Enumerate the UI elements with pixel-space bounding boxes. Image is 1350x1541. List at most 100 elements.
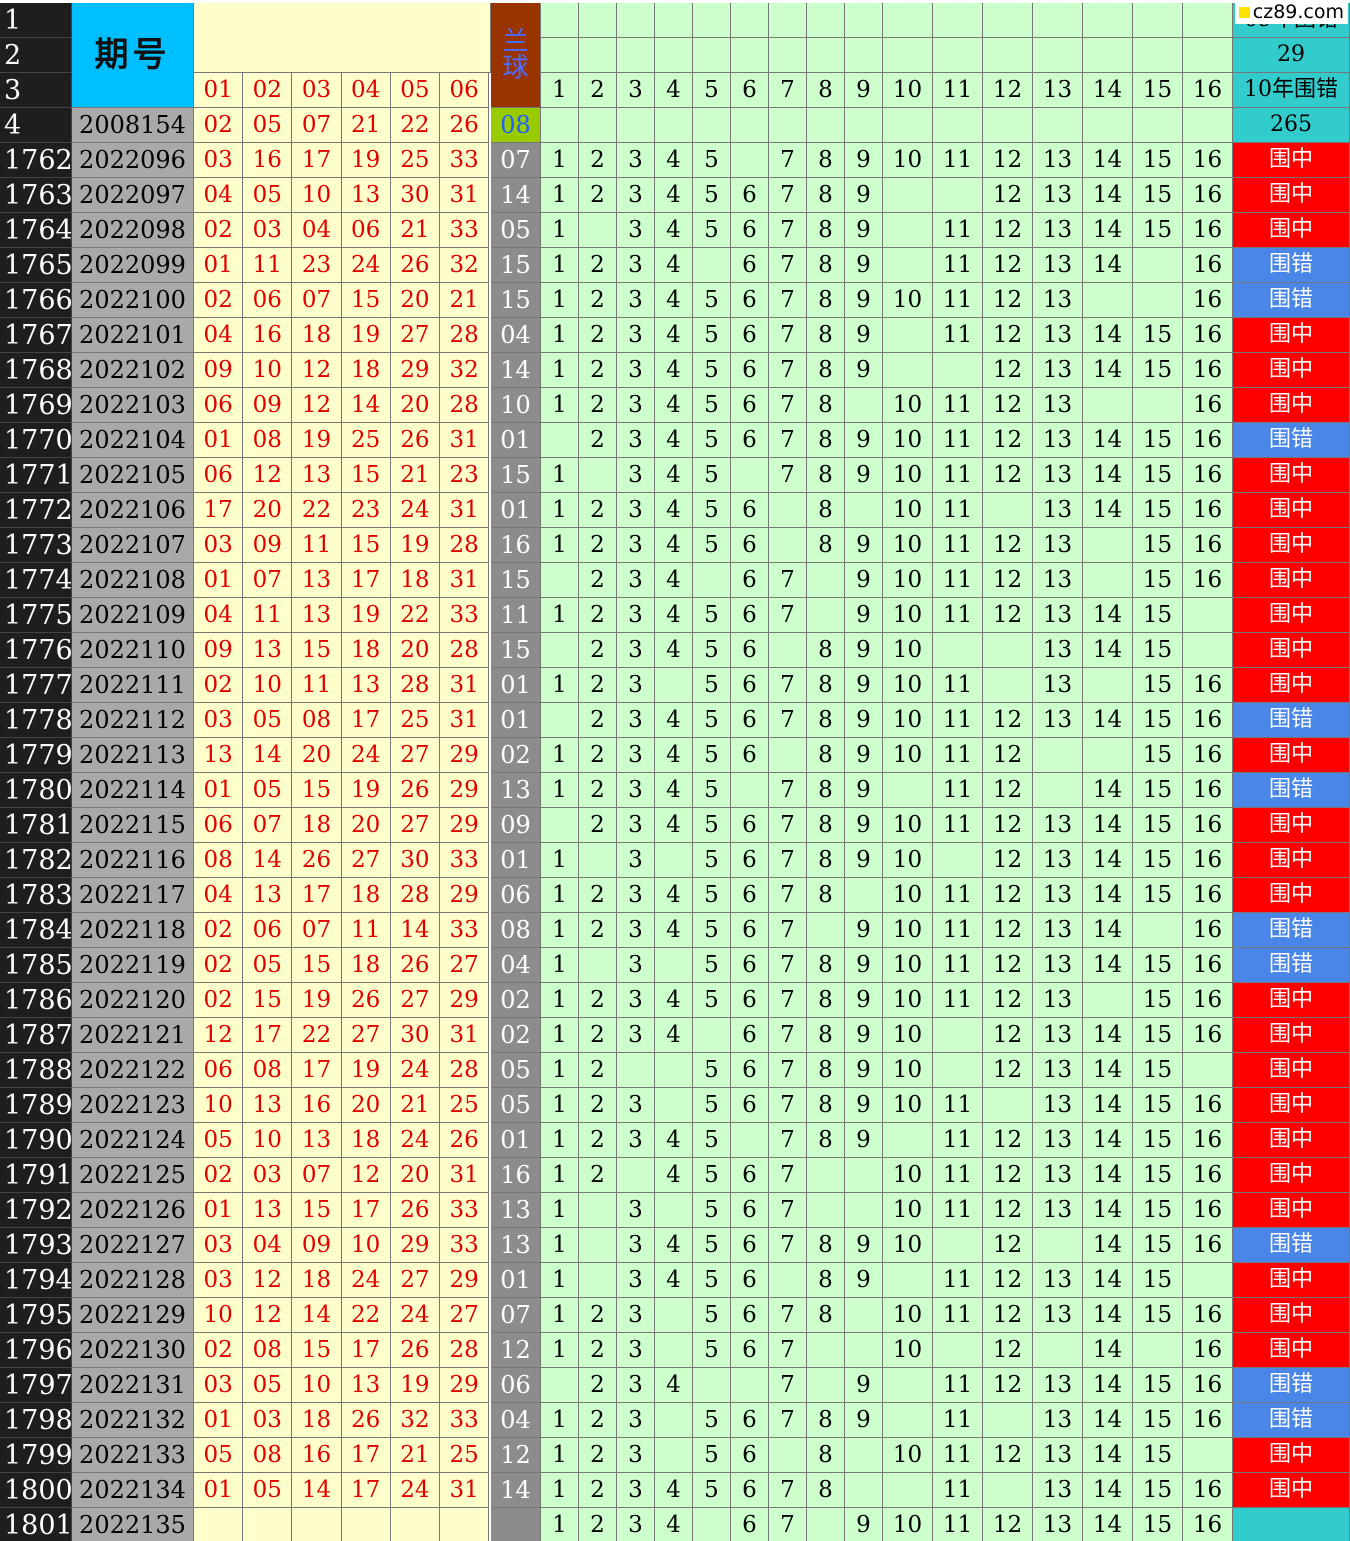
blue-candidate-cell[interactable]: 4 [655, 913, 693, 948]
red-ball-cell[interactable]: 17 [341, 1473, 391, 1508]
period-cell[interactable]: 2022114 [72, 773, 194, 808]
row-header[interactable]: 1782 [0, 843, 72, 878]
red-ball-cell[interactable]: 26 [292, 843, 342, 878]
blue-candidate-cell[interactable]: 3 [617, 283, 655, 318]
blue-candidate-cell[interactable] [579, 1263, 617, 1298]
green-col-label[interactable]: 11 [933, 73, 983, 108]
blue-candidate-cell[interactable]: 4 [655, 633, 693, 668]
blue-candidate-cell[interactable]: 2 [579, 1298, 617, 1333]
row-header[interactable]: 1774 [0, 563, 72, 598]
blue-candidate-cell[interactable]: 10 [883, 738, 933, 773]
blue-candidate-cell[interactable]: 14 [1083, 1403, 1133, 1438]
red-ball-cell[interactable]: 27 [390, 318, 440, 353]
blue-candidate-cell[interactable]: 3 [617, 423, 655, 458]
blue-ball-cell[interactable]: 15 [491, 248, 541, 283]
blue-candidate-cell[interactable] [1083, 283, 1133, 318]
blue-candidate-cell[interactable]: 5 [693, 528, 731, 563]
row-header[interactable]: 1776 [0, 633, 72, 668]
blue-candidate-cell[interactable]: 3 [617, 913, 655, 948]
red-ball-cell[interactable]: 05 [194, 1438, 244, 1473]
blue-candidate-cell[interactable]: 9 [845, 668, 883, 703]
red-ball-cell[interactable]: 15 [341, 283, 391, 318]
red-ball-cell[interactable]: 05 [243, 703, 293, 738]
result-hit[interactable]: 围中 [1233, 1298, 1350, 1333]
blue-candidate-cell[interactable] [845, 1298, 883, 1333]
red-ball-cell[interactable]: 03 [194, 1228, 244, 1263]
blue-candidate-cell[interactable]: 5 [693, 1228, 731, 1263]
green-cell[interactable] [1183, 108, 1233, 143]
blue-candidate-cell[interactable]: 11 [933, 248, 983, 283]
period-cell[interactable]: 2022107 [72, 528, 194, 563]
blue-candidate-cell[interactable]: 8 [807, 1473, 845, 1508]
blue-candidate-cell[interactable] [655, 1193, 693, 1228]
red-ball-cell[interactable]: 26 [341, 983, 391, 1018]
blue-candidate-cell[interactable]: 2 [579, 1403, 617, 1438]
blue-candidate-cell[interactable]: 5 [693, 458, 731, 493]
red-ball-cell[interactable]: 10 [194, 1298, 244, 1333]
period-cell[interactable]: 2022116 [72, 843, 194, 878]
red-ball-cell[interactable]: 33 [440, 913, 490, 948]
blue-candidate-cell[interactable]: 2 [579, 1088, 617, 1123]
blue-candidate-cell[interactable]: 10 [883, 1088, 933, 1123]
blue-candidate-cell[interactable]: 1 [541, 1263, 579, 1298]
green-col-label[interactable]: 1 [541, 73, 579, 108]
red-ball-cell[interactable] [341, 1508, 391, 1541]
red-ball-cell[interactable]: 04 [243, 1228, 293, 1263]
blue-candidate-cell[interactable]: 7 [769, 458, 807, 493]
blue-candidate-cell[interactable] [769, 1263, 807, 1298]
red-ball-cell[interactable]: 12 [194, 1018, 244, 1053]
blue-candidate-cell[interactable]: 3 [617, 248, 655, 283]
blue-candidate-cell[interactable]: 4 [655, 1158, 693, 1193]
blue-candidate-cell[interactable]: 5 [693, 773, 731, 808]
blue-candidate-cell[interactable]: 2 [579, 1473, 617, 1508]
blue-candidate-cell[interactable]: 13 [1033, 703, 1083, 738]
red-ball-cell[interactable]: 07 [292, 1158, 342, 1193]
blue-candidate-cell[interactable]: 8 [807, 808, 845, 843]
blue-candidate-cell[interactable]: 2 [579, 983, 617, 1018]
blue-candidate-cell[interactable]: 14 [1083, 458, 1133, 493]
green-cell[interactable] [983, 108, 1033, 143]
red-ball-cell[interactable]: 17 [341, 1438, 391, 1473]
red-ball-cell[interactable]: 20 [292, 738, 342, 773]
red-ball-cell[interactable]: 07 [243, 563, 293, 598]
row-header[interactable]: 3 [0, 73, 72, 108]
red-ball-cell[interactable]: 12 [292, 353, 342, 388]
red-ball-cell[interactable]: 33 [440, 1403, 490, 1438]
green-cell[interactable] [1033, 108, 1083, 143]
red-ball-cell[interactable]: 13 [341, 178, 391, 213]
green-cell[interactable] [693, 108, 731, 143]
blue-ball-cell[interactable]: 01 [491, 1123, 541, 1158]
blue-candidate-cell[interactable]: 16 [1183, 668, 1233, 703]
red-ball-cell[interactable]: 28 [440, 388, 490, 423]
blue-candidate-cell[interactable] [1183, 1438, 1233, 1473]
blue-candidate-cell[interactable]: 3 [617, 1368, 655, 1403]
green-col-label[interactable]: 9 [845, 73, 883, 108]
blue-candidate-cell[interactable] [693, 1018, 731, 1053]
blue-candidate-cell[interactable]: 5 [693, 178, 731, 213]
blue-candidate-cell[interactable]: 3 [617, 563, 655, 598]
red-ball-cell[interactable]: 04 [194, 878, 244, 913]
red-ball-cell[interactable]: 01 [194, 1403, 244, 1438]
period-cell[interactable]: 2022122 [72, 1053, 194, 1088]
blue-candidate-cell[interactable]: 15 [1133, 843, 1183, 878]
blue-candidate-cell[interactable]: 16 [1183, 423, 1233, 458]
blue-ball-cell[interactable]: 14 [491, 178, 541, 213]
blue-candidate-cell[interactable]: 15 [1133, 1158, 1183, 1193]
blue-candidate-cell[interactable]: 4 [655, 318, 693, 353]
blue-candidate-cell[interactable]: 11 [933, 563, 983, 598]
blue-candidate-cell[interactable]: 10 [883, 143, 933, 178]
blue-candidate-cell[interactable]: 12 [983, 1438, 1033, 1473]
blue-candidate-cell[interactable]: 9 [845, 773, 883, 808]
red-ball-cell[interactable]: 29 [440, 738, 490, 773]
blue-candidate-cell[interactable]: 8 [807, 668, 845, 703]
row-header[interactable]: 1786 [0, 983, 72, 1018]
blue-candidate-cell[interactable]: 14 [1083, 948, 1133, 983]
red-ball-cell[interactable]: 25 [390, 703, 440, 738]
red-ball-cell[interactable]: 15 [292, 948, 342, 983]
blue-candidate-cell[interactable]: 14 [1083, 1228, 1133, 1263]
red-ball-cell[interactable]: 17 [341, 1333, 391, 1368]
green-col-label[interactable]: 10 [883, 73, 933, 108]
blue-candidate-cell[interactable]: 8 [807, 423, 845, 458]
blue-ball-cell[interactable]: 07 [491, 143, 541, 178]
blue-candidate-cell[interactable]: 15 [1133, 1403, 1183, 1438]
